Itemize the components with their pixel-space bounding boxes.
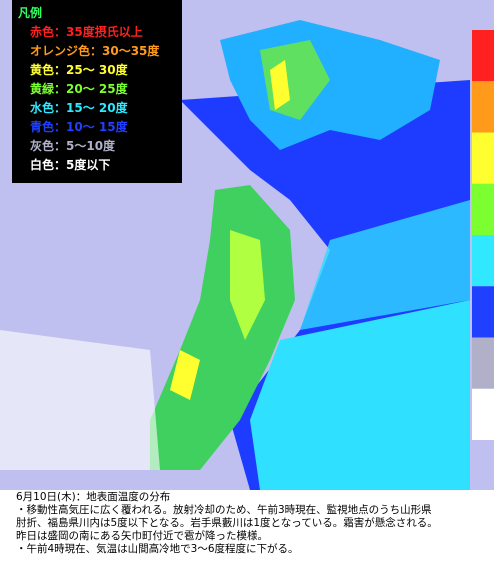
legend-items: 赤色：35度摂氏以上オレンジ色：30〜35度 黄色：25〜 30度 黄緑：20〜 2… [18,23,176,175]
land-yellowgreen [230,230,265,340]
legend-item: 黄緑：20〜 25度 [30,82,128,96]
color-swatch [472,183,494,235]
legend-item: 白色：5度以下 [30,158,111,172]
caption-line: 昨日は盛岡の南にある矢巾町付近で雹が降った模様。 [16,530,268,542]
caption-lines: ・移動性高気圧に広く覆われる。放射冷却のため、午前3時現在、監視地点のうち山形県… [16,504,438,556]
caption-background [0,490,494,574]
sea-cyan-north [300,200,470,330]
legend-title: 凡例 [18,6,43,20]
legend: 凡例 赤色：35度摂氏以上オレンジ色：30〜35度 黄色：25〜 30度 黄緑：20… [12,0,182,183]
color-swatch [472,132,494,184]
legend-item: 青色：10〜 15度 [30,120,128,134]
land-yellow [170,350,200,400]
color-bar [472,30,494,440]
legend-item: 黄色：25〜 30度 [30,63,128,77]
sea-cyan [250,300,470,490]
caption-line: ・午前4時現在、気温は山間高冷地で3〜6度程度に下がる。 [16,543,299,555]
color-swatch [472,235,494,287]
color-swatch [472,337,494,389]
caption-line: ・移動性高気圧に広く覆われる。放射冷却のため、午前3時現在、監視地点のうち山形県 [16,504,432,516]
legend-item: オレンジ色：30〜35度 [30,44,160,58]
color-swatch [472,388,494,440]
color-swatch [472,30,494,82]
legend-item: 赤色：35度摂氏以上 [30,25,143,39]
legend-item: 水色：15〜 20度 [30,101,128,115]
color-swatch [472,81,494,133]
legend-item: 灰色：5〜10度 [30,139,116,153]
cloud [0,330,160,470]
caption-line: 肘折、福島県川内は5度以下となる。岩手県藪川は1度となっている。霜害が懸念される… [16,517,438,529]
caption: 6月10日(木)：地表面温度の分布 ・移動性高気圧に広く覆われる。放射冷却のため… [16,491,438,556]
land-yellow [270,60,290,110]
color-swatch [472,286,494,338]
caption-title: 6月10日(木)：地表面温度の分布 [16,491,171,503]
